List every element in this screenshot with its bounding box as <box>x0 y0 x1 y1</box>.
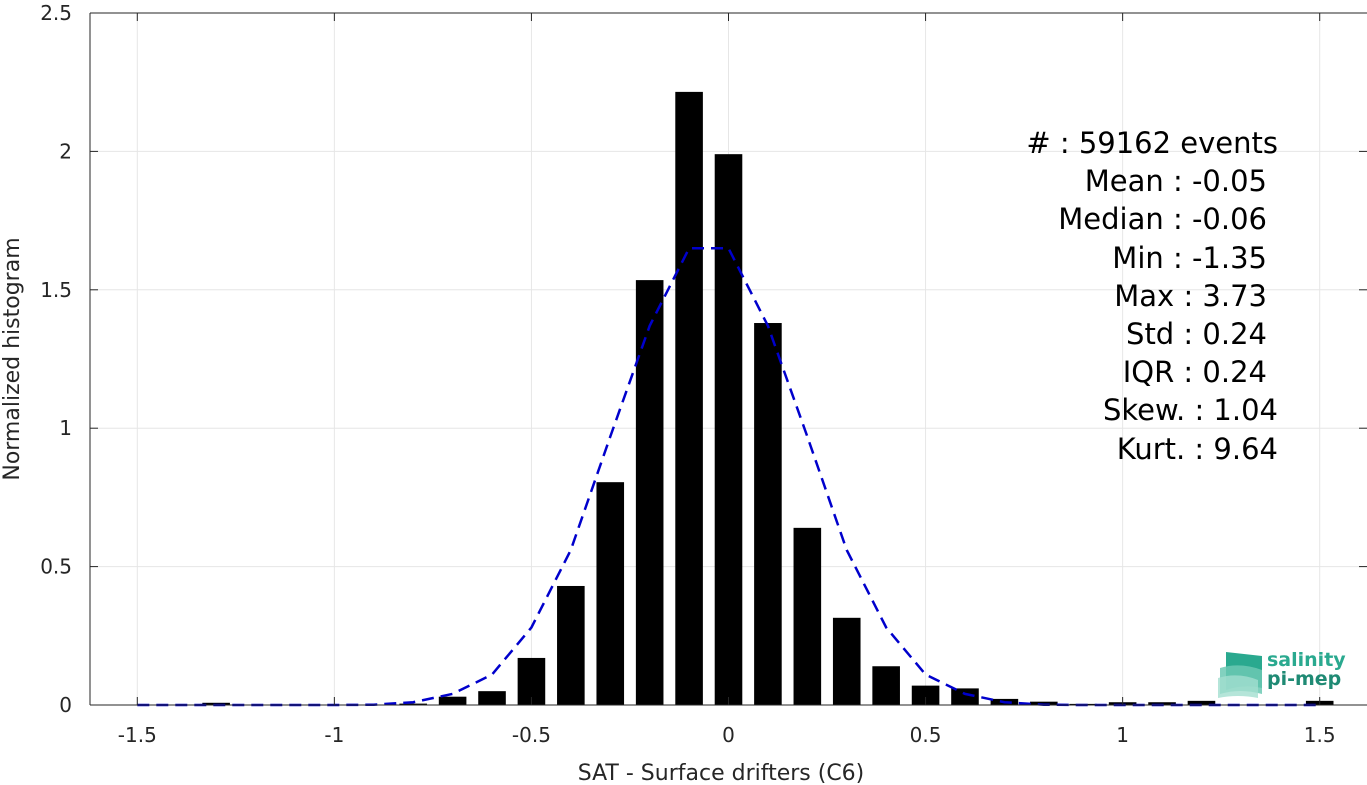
salinity-pi-mep-logo: salinity pi-mep <box>1218 649 1346 698</box>
logo-text-salinity: salinity <box>1267 649 1346 671</box>
histogram-bar <box>675 91 703 705</box>
histogram-bar <box>438 696 467 705</box>
y-tick-label: 2 <box>59 139 72 163</box>
stat-std: Std : 0.24 <box>1126 317 1267 351</box>
x-tick-label: 1 <box>1116 723 1129 747</box>
stat-kurt: Kurt. : 9.64 <box>1117 432 1278 466</box>
x-tick-labels: -1.5 -1 -0.5 0 0.5 1 1.5 <box>118 723 1336 747</box>
y-tick-label: 1.5 <box>40 278 72 302</box>
y-tick-labels: 0 0.5 1 1.5 2 2.5 <box>40 1 72 717</box>
y-axis-label: Normalized histogram <box>0 237 25 480</box>
histogram-bar <box>1148 702 1176 705</box>
histogram-bar <box>635 280 664 705</box>
stat-median: Median : -0.06 <box>1058 202 1267 236</box>
histogram-bar <box>399 703 427 705</box>
histogram-bar <box>478 691 506 705</box>
y-tick-label: 0 <box>59 693 72 717</box>
y-tick-label: 1 <box>59 416 72 440</box>
stats-box: # : 59162 events Mean : -0.05 Median : -… <box>1026 126 1278 466</box>
histogram-bar <box>872 666 900 705</box>
y-tick-label: 2.5 <box>40 1 72 25</box>
histogram-bar <box>754 323 782 705</box>
axes <box>89 12 1367 706</box>
x-tick-label: -0.5 <box>512 723 551 747</box>
histogram-bar <box>951 688 979 705</box>
histogram-bar <box>793 527 822 705</box>
stat-min: Min : -1.35 <box>1112 241 1267 275</box>
x-tick-label: -1 <box>324 723 344 747</box>
y-tick-label: 0.5 <box>40 555 72 579</box>
x-tick-label: 1.5 <box>1304 723 1336 747</box>
histogram-bar <box>1030 701 1058 705</box>
x-axis-label: SAT - Surface drifters (C6) <box>578 761 865 785</box>
histogram-bar <box>596 482 625 705</box>
stat-max: Max : 3.73 <box>1114 279 1267 313</box>
logo-text-pi-mep: pi-mep <box>1267 668 1341 690</box>
x-tick-label: -1.5 <box>118 723 157 747</box>
x-tick-label: 0.5 <box>910 723 942 747</box>
logo-wave-icon <box>1218 652 1262 698</box>
histogram-bar <box>832 617 861 705</box>
histogram-bar <box>714 154 743 706</box>
stat-skew: Skew. : 1.04 <box>1103 393 1278 427</box>
histogram-bar <box>911 685 940 705</box>
stat-iqr: IQR : 0.24 <box>1123 355 1267 389</box>
stat-mean: Mean : -0.05 <box>1085 164 1267 198</box>
x-tick-label: 0 <box>722 723 735 747</box>
histogram-bars <box>202 91 1334 706</box>
histogram-bar <box>557 585 585 705</box>
histogram-bar <box>1187 700 1216 705</box>
stat-events: # : 59162 events <box>1026 126 1278 160</box>
